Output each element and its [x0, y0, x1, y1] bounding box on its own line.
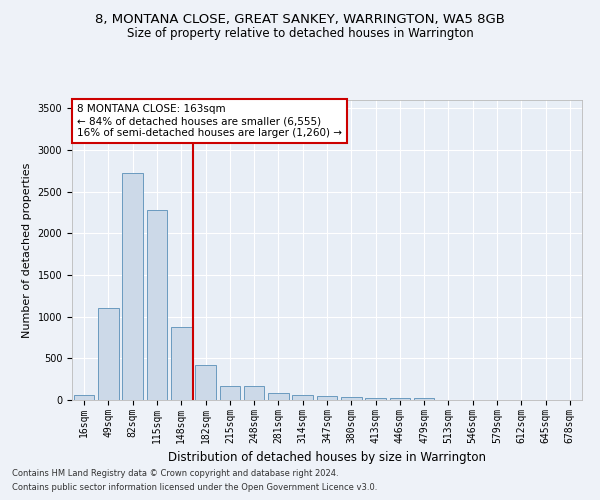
Bar: [220, 386, 240, 400]
Bar: [195, 365, 216, 400]
Bar: [365, 398, 386, 400]
Bar: [244, 386, 265, 400]
Text: Contains public sector information licensed under the Open Government Licence v3: Contains public sector information licen…: [12, 484, 377, 492]
Text: 8 MONTANA CLOSE: 163sqm
← 84% of detached houses are smaller (6,555)
16% of semi: 8 MONTANA CLOSE: 163sqm ← 84% of detache…: [77, 104, 342, 138]
Bar: [268, 392, 289, 400]
Y-axis label: Number of detached properties: Number of detached properties: [22, 162, 32, 338]
Text: Size of property relative to detached houses in Warrington: Size of property relative to detached ho…: [127, 28, 473, 40]
Bar: [292, 396, 313, 400]
Text: Contains HM Land Registry data © Crown copyright and database right 2024.: Contains HM Land Registry data © Crown c…: [12, 468, 338, 477]
X-axis label: Distribution of detached houses by size in Warrington: Distribution of detached houses by size …: [168, 451, 486, 464]
Bar: [74, 396, 94, 400]
Bar: [389, 398, 410, 400]
Bar: [122, 172, 143, 400]
Bar: [98, 308, 119, 400]
Bar: [317, 396, 337, 400]
Bar: [414, 398, 434, 400]
Bar: [341, 397, 362, 400]
Bar: [146, 210, 167, 400]
Text: 8, MONTANA CLOSE, GREAT SANKEY, WARRINGTON, WA5 8GB: 8, MONTANA CLOSE, GREAT SANKEY, WARRINGT…: [95, 12, 505, 26]
Bar: [171, 326, 191, 400]
